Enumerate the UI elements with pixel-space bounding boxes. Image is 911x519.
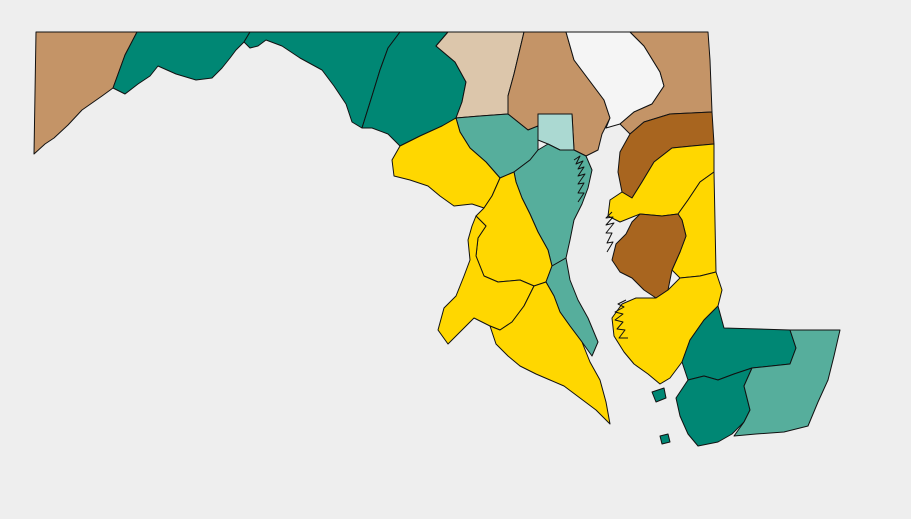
county-worcester	[733, 329, 841, 437]
bay-shoreline-west	[573, 155, 586, 203]
county-baltimore-city	[537, 113, 575, 151]
bay-shoreline-east	[605, 211, 615, 253]
county-garrett	[33, 31, 138, 155]
county-st-marys	[489, 281, 611, 425]
county-cecil	[619, 31, 713, 135]
island-small	[659, 433, 671, 445]
county-allegany	[112, 31, 251, 95]
county-dorchester	[611, 271, 723, 385]
island-smith	[651, 387, 667, 403]
bay-shoreline-south	[614, 299, 628, 339]
